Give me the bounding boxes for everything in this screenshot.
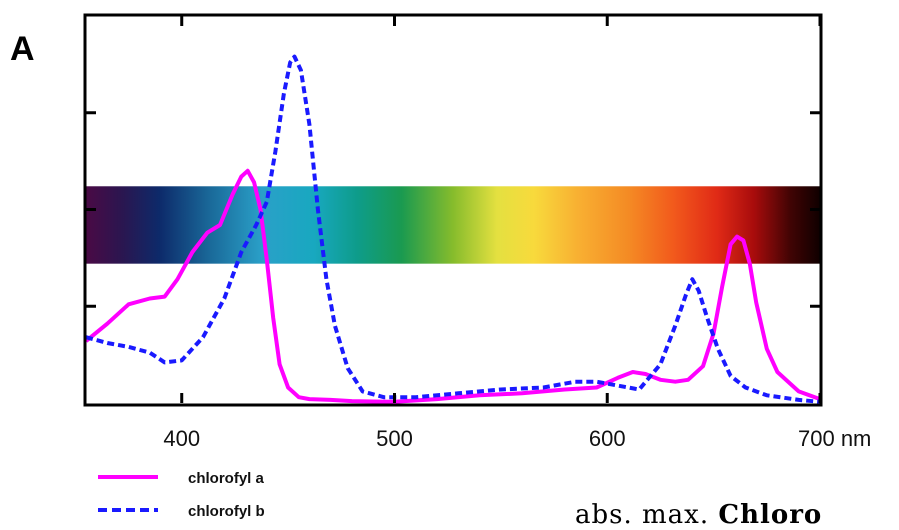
caption-prefix: abs. max. xyxy=(575,500,710,530)
caption-text: abs. max. Chloro xyxy=(575,500,822,530)
spectrum-band xyxy=(86,186,820,264)
x-tick-label-400: 400 xyxy=(163,426,200,451)
tick-layer xyxy=(86,16,822,403)
caption-bold: Chloro xyxy=(718,500,823,530)
x-tick-label-700: 700 nm xyxy=(798,426,871,451)
legend-label-chlorofyl-a: chlorofyl a xyxy=(188,470,265,487)
panel-label: A xyxy=(10,30,35,68)
x-tick-label-500: 500 xyxy=(376,426,413,451)
legend: chlorofyl a chlorofyl b xyxy=(98,470,265,520)
legend-label-chlorofyl-b: chlorofyl b xyxy=(188,503,265,520)
x-tick-label-600: 600 xyxy=(589,426,626,451)
tick-label-layer: 400 500 600 700 nm xyxy=(163,426,871,451)
series-line-chlorofyl-b xyxy=(85,54,821,404)
plot-frame xyxy=(83,13,823,407)
